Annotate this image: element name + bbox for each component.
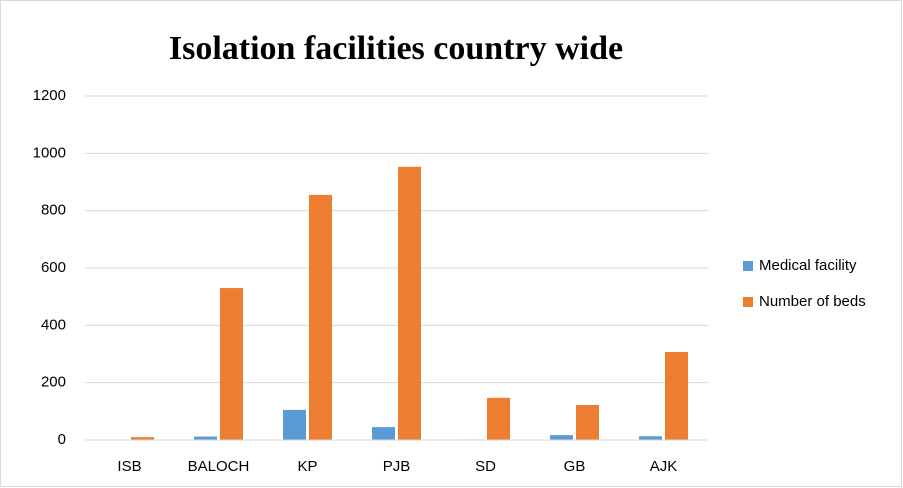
- bar: [398, 166, 421, 440]
- bar: [283, 409, 306, 440]
- x-tick-label: AJK: [650, 458, 678, 475]
- legend-swatch: [743, 297, 753, 307]
- y-tick-label: 1200: [33, 87, 66, 104]
- bar: [550, 435, 573, 440]
- y-tick-label: 0: [58, 431, 66, 448]
- x-tick-label: PJB: [383, 458, 411, 475]
- y-tick-label: 400: [41, 316, 66, 333]
- bar: [639, 436, 662, 440]
- bar: [665, 351, 688, 440]
- y-tick-label: 200: [41, 374, 66, 391]
- x-tick-label: SD: [475, 458, 496, 475]
- x-tick-label: ISB: [117, 458, 141, 475]
- x-tick-label: KP: [297, 458, 317, 475]
- legend-label: Medical facility: [759, 257, 857, 274]
- bar: [372, 427, 395, 440]
- y-tick-label: 600: [41, 259, 66, 276]
- x-tick-label: GB: [564, 458, 586, 475]
- bar: [131, 437, 154, 440]
- bar: [194, 436, 217, 440]
- chart-title: Isolation facilities country wide: [169, 30, 623, 67]
- bar: [576, 405, 599, 440]
- y-tick-label: 800: [41, 202, 66, 219]
- y-tick-label: 1000: [33, 144, 66, 161]
- bar: [309, 194, 332, 440]
- bar: [487, 397, 510, 440]
- legend-label: Number of beds: [759, 293, 866, 310]
- bar: [220, 288, 243, 440]
- legend-swatch: [743, 261, 753, 271]
- x-tick-label: BALOCH: [188, 458, 250, 475]
